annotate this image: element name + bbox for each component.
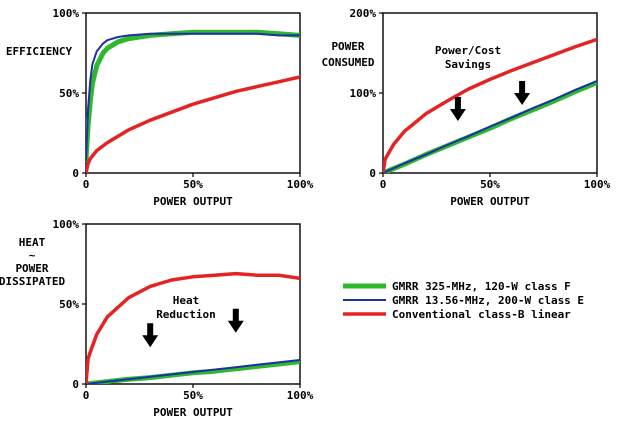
- x-tick-label: 0: [83, 178, 90, 191]
- legend-label: GMRR 13.56-MHz, 200-W class E: [392, 294, 584, 307]
- y-axis-label: POWER: [331, 40, 364, 53]
- down-arrow-icon: [449, 97, 466, 121]
- annotation-text: Power/Cost: [435, 44, 501, 57]
- series-line-3: [86, 271, 300, 384]
- x-tick-label: 50%: [183, 178, 203, 191]
- y-axis-label: ~: [29, 249, 36, 262]
- y-tick-label: 100%: [53, 218, 80, 231]
- x-axis-label: POWER OUTPUT: [153, 406, 233, 419]
- y-tick-label: 0: [369, 167, 376, 180]
- down-arrow-icon: [514, 81, 531, 105]
- panel-3: 0 50% 100% 0 50% 100% POWER OUTPUT HEAT~POWERDI…: [0, 218, 314, 419]
- x-tick-label: 50%: [183, 389, 203, 402]
- annotation-text: Savings: [445, 58, 491, 71]
- y-axis-label: HEAT: [19, 236, 46, 249]
- axes-frame: [382, 12, 598, 174]
- series-line-3: [383, 37, 597, 173]
- series-line-1: [86, 29, 300, 163]
- y-tick-label: 0: [72, 167, 79, 180]
- x-tick-label: 100%: [287, 389, 314, 402]
- y-tick-label: 200%: [350, 7, 377, 20]
- x-axis-label: POWER OUTPUT: [450, 195, 530, 208]
- x-tick-label: 100%: [287, 178, 314, 191]
- series-line-2: [383, 80, 597, 173]
- y-axis-label: POWER: [15, 262, 48, 275]
- y-tick-label: 100%: [53, 7, 80, 20]
- y-tick-label: 100%: [350, 87, 377, 100]
- x-axis-label: POWER OUTPUT: [153, 195, 233, 208]
- y-axis-label: DISSIPATED: [0, 275, 65, 288]
- x-tick-label: 0: [83, 389, 90, 402]
- y-tick-label: 0: [72, 378, 79, 391]
- series-line-2: [86, 359, 300, 384]
- legend-label: GMRR 325-MHz, 120-W class F: [392, 280, 571, 293]
- legend-label: Conventional class-B linear: [392, 308, 571, 321]
- x-tick-label: 100%: [584, 178, 611, 191]
- y-tick-label: 50%: [59, 87, 79, 100]
- annotation-text: Heat: [173, 294, 200, 307]
- y-axis-label: CONSUMED: [322, 56, 375, 69]
- down-arrow-icon: [227, 308, 244, 333]
- y-axis-label: EFFICIENCY: [6, 45, 73, 58]
- down-arrow-icon: [142, 323, 159, 348]
- series-line-3: [86, 75, 300, 173]
- panel-1: 0 50% 100% 0 50% 100% POWER OUTPUT EFFICIENCY: [6, 7, 314, 208]
- series-line-2: [86, 32, 300, 162]
- annotation-text: Reduction: [156, 308, 216, 321]
- panel-2: 0 50% 100% 0 100% 200% POWER OUTPUT POWER CONSUM…: [322, 7, 611, 208]
- y-tick-label: 50%: [59, 298, 79, 311]
- x-tick-label: 50%: [480, 178, 500, 191]
- x-tick-label: 0: [380, 178, 387, 191]
